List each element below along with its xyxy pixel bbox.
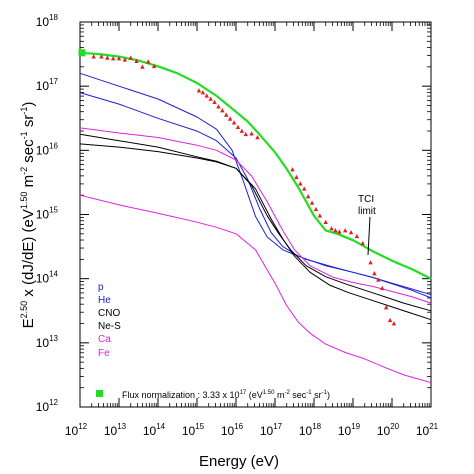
- data-point: [220, 108, 225, 113]
- data-point: [110, 56, 116, 61]
- x-tick-label: 1015: [182, 422, 205, 438]
- legend-entry: Ca: [98, 334, 111, 345]
- tci-label: TCI: [358, 194, 374, 205]
- normalization-marker-legend: [96, 390, 103, 397]
- x-tick-label: 1020: [377, 422, 400, 438]
- data-point: [348, 229, 354, 235]
- legend-entry: CNO: [98, 308, 120, 319]
- data-point: [333, 228, 338, 233]
- data-point: [91, 54, 96, 59]
- legend-entry: Ne-S: [98, 321, 121, 332]
- data-point: [323, 219, 328, 224]
- data-point: [105, 55, 110, 60]
- y-tick-labels: 1012 1013 1014 1015 1016 1017 1018: [36, 13, 59, 414]
- data-point: [239, 128, 245, 133]
- data-point: [360, 240, 365, 246]
- series-line-p: [79, 72, 432, 296]
- data-point: [255, 135, 260, 140]
- data-point: [151, 63, 157, 69]
- data-point: [224, 112, 229, 117]
- data-point: [387, 317, 393, 323]
- data-point: [354, 233, 360, 239]
- data-point: [329, 226, 334, 231]
- data-point: [298, 181, 303, 186]
- series-line-Fe: [79, 194, 432, 384]
- data-point: [337, 229, 342, 234]
- tci-label: limit: [358, 206, 376, 217]
- data-point: [128, 55, 133, 60]
- x-axis-label: Energy (eV): [199, 453, 279, 470]
- legend: p He CNO Ne-S Ca Fe: [98, 282, 121, 359]
- series-line-He: [79, 92, 432, 299]
- data-point: [216, 104, 221, 109]
- data-point: [134, 58, 139, 63]
- data-point: [212, 99, 217, 105]
- data-point: [305, 194, 311, 199]
- x-tick-label: 1018: [299, 422, 322, 438]
- data-point: [208, 96, 213, 101]
- data-point: [231, 120, 237, 125]
- tci-annotation: TCI limit: [358, 194, 376, 256]
- data-point: [122, 57, 128, 62]
- data-point: [227, 116, 233, 121]
- data-point: [204, 93, 209, 98]
- y-tick-label: 1016: [36, 141, 59, 157]
- y-tick-label: 1017: [36, 77, 59, 93]
- data-point: [391, 321, 397, 326]
- normalization-point: [78, 49, 86, 57]
- data-point: [116, 56, 122, 61]
- data-point: [243, 131, 248, 137]
- y-tick-label: 1018: [36, 13, 59, 29]
- x-tick-label: 1017: [260, 422, 283, 438]
- data-point: [99, 54, 104, 59]
- data-point: [200, 90, 206, 95]
- data-point: [380, 285, 385, 291]
- x-tick-label: 1016: [221, 422, 244, 438]
- data-point: [146, 59, 151, 64]
- x-tick-labels: 1012 1013 1014 1015 1016 1017 1018 1019 1020 1021: [65, 422, 439, 438]
- tick-marks: [79, 21, 432, 408]
- x-tick-label: 1012: [65, 422, 88, 438]
- data-point: [235, 124, 241, 130]
- data-point: [368, 260, 373, 265]
- legend-entry: Fe: [98, 348, 110, 359]
- legend-entry: p: [98, 282, 104, 293]
- series-line-CNO: [79, 133, 432, 312]
- series-line-Ne-S: [79, 143, 432, 321]
- x-tick-label: 1013: [104, 422, 127, 438]
- data-point: [196, 88, 202, 93]
- x-tick-label: 1021: [416, 422, 439, 438]
- data-point: [376, 277, 381, 282]
- data-point: [343, 228, 348, 233]
- data-point: [290, 167, 295, 172]
- y-tick-label: 1015: [36, 206, 59, 222]
- data-point: [249, 131, 254, 136]
- legend-entry: He: [98, 295, 111, 306]
- series-line-Ca: [79, 127, 432, 304]
- data-point: [317, 213, 323, 218]
- plot-frame: [79, 21, 432, 408]
- data-point: [309, 200, 315, 205]
- data-point: [383, 305, 389, 310]
- data-point: [294, 174, 299, 180]
- data-point: [313, 206, 319, 212]
- data-point: [140, 64, 145, 69]
- series-line-total: [79, 51, 432, 280]
- y-axis-label: E2.50 x (dJ/dE) (eV1.50 m-2 sec-1 sr-1): [19, 102, 37, 329]
- curves: [78, 49, 432, 384]
- x-tick-label: 1014: [143, 422, 166, 438]
- y-tick-label: 1012: [36, 398, 59, 414]
- x-tick-label: 1019: [338, 422, 361, 438]
- normalization-text: Flux normalization : 3.33 x 1017 (eV1.50…: [122, 390, 330, 400]
- y-tick-label: 1013: [36, 334, 59, 350]
- tci-pointer: [367, 216, 371, 256]
- data-point: [372, 271, 377, 276]
- y-tick-label: 1014: [36, 270, 59, 286]
- data-point: [302, 186, 307, 191]
- normalization-note: Flux normalization : 3.33 x 1017 (eV1.50…: [96, 390, 330, 400]
- data-points: [91, 54, 397, 326]
